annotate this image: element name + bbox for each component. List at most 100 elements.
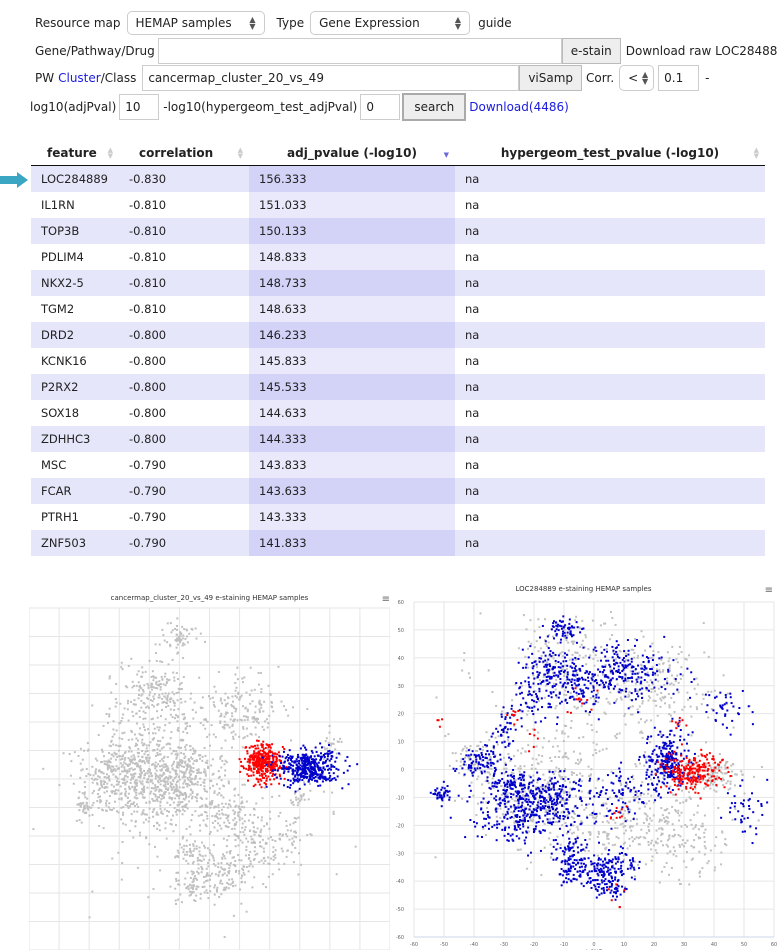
- scatter-point: [555, 628, 558, 631]
- hamburger-menu-icon[interactable]: ≡: [381, 594, 390, 605]
- scatter-point: [558, 767, 561, 770]
- corr-value-input[interactable]: 0.1: [658, 65, 700, 91]
- scatter-point: [587, 765, 590, 768]
- col-adj-pvalue[interactable]: adj_pvalue (-log10) ▼: [249, 141, 455, 166]
- scatter-point: [332, 738, 335, 741]
- hyper-input[interactable]: 0: [360, 94, 401, 120]
- type-select[interactable]: Gene Expression ▲ ▼: [310, 11, 471, 35]
- table-row[interactable]: ZDHHC3 -0.800 144.333 na: [31, 426, 765, 452]
- scatter-point: [572, 640, 575, 643]
- scatter-point: [157, 729, 160, 732]
- table-row[interactable]: PTRH1 -0.790 143.333 na: [31, 504, 765, 530]
- scatter-point: [134, 825, 137, 828]
- gene-input[interactable]: [157, 38, 562, 64]
- scatter-point: [601, 821, 604, 824]
- scatter-point: [278, 767, 281, 770]
- scatter-point: [180, 765, 183, 768]
- scatter-point: [328, 777, 331, 780]
- scatter-point: [569, 726, 572, 729]
- adjpval-input[interactable]: 10: [119, 94, 160, 120]
- scatter-point: [496, 802, 499, 805]
- guide-link[interactable]: guide: [478, 16, 512, 30]
- scatter-point: [575, 691, 578, 694]
- scatter-point: [620, 797, 623, 800]
- scatter-point: [235, 821, 238, 824]
- table-row[interactable]: KCNK16 -0.800 145.833 na: [31, 348, 765, 374]
- table-row[interactable]: PDLIM4 -0.810 148.833 na: [31, 244, 765, 270]
- scatter-point: [626, 664, 629, 667]
- table-row[interactable]: LOC284889 -0.830 156.333 na: [31, 165, 765, 192]
- scatter-point: [589, 774, 592, 777]
- scatter-point: [189, 793, 192, 796]
- scatter-point: [622, 665, 625, 668]
- download-raw-link[interactable]: Download raw LOC284889: [625, 44, 777, 58]
- scatter-point: [143, 684, 146, 687]
- scatter-point: [297, 873, 300, 876]
- scatter-point: [523, 821, 526, 824]
- cluster-input[interactable]: cancermap_cluster_20_vs_49: [142, 65, 520, 91]
- col-hypergeom[interactable]: hypergeom_test_pvalue (-log10) ▲ ▼: [455, 141, 765, 166]
- scatter-point: [670, 682, 673, 685]
- scatter-point: [546, 663, 549, 666]
- scatter-point: [705, 779, 708, 782]
- scatter-point: [531, 764, 534, 767]
- scatter-point: [710, 766, 713, 769]
- scatter-point: [147, 686, 150, 689]
- scatter-point: [138, 760, 141, 763]
- download-link[interactable]: Download(4486): [469, 100, 569, 114]
- scatter-point: [294, 769, 297, 772]
- scatter-point: [476, 802, 479, 805]
- scatter-point: [234, 689, 237, 692]
- scatter-point: [336, 740, 339, 743]
- scatter-point: [69, 774, 72, 777]
- scatter-point: [575, 672, 578, 675]
- resource-map-select[interactable]: HEMAP samples ▲ ▼: [126, 11, 265, 35]
- scatter-point: [266, 744, 269, 747]
- table-row[interactable]: DRD2 -0.800 146.233 na: [31, 322, 765, 348]
- table-row[interactable]: IL1RN -0.810 151.033 na: [31, 192, 765, 218]
- scatter-point: [609, 670, 612, 673]
- scatter-point: [259, 758, 262, 761]
- table-row[interactable]: NKX2-5 -0.810 148.733 na: [31, 270, 765, 296]
- table-row[interactable]: TGM2 -0.810 148.633 na: [31, 296, 765, 322]
- scatter-point: [324, 748, 327, 751]
- scatter-point: [177, 708, 180, 711]
- table-row[interactable]: MSC -0.790 143.833 na: [31, 452, 765, 478]
- scatter-point: [504, 712, 507, 715]
- visamp-button[interactable]: viSamp: [519, 65, 583, 91]
- scatter-point: [550, 696, 553, 699]
- scatter-point: [483, 771, 486, 774]
- scatter-point: [130, 819, 133, 822]
- scatter-point: [107, 759, 110, 762]
- scatter-point: [507, 738, 510, 741]
- scatter-point: [677, 652, 680, 655]
- scatter-point: [229, 718, 232, 721]
- scatter-point: [656, 693, 659, 696]
- scatter-point: [221, 726, 224, 729]
- search-button[interactable]: search: [402, 93, 467, 121]
- col-feature[interactable]: feature ▲ ▼: [31, 141, 119, 166]
- scatter-point: [621, 658, 624, 661]
- scatter-point: [657, 687, 660, 690]
- scatter-point: [185, 803, 188, 806]
- scatter-point: [512, 817, 515, 820]
- scatter-point: [269, 836, 272, 839]
- scatter-point: [689, 759, 692, 762]
- scatter-point: [614, 735, 617, 738]
- cluster-link[interactable]: Cluster: [58, 71, 101, 85]
- table-row[interactable]: TOP3B -0.810 150.133 na: [31, 218, 765, 244]
- col-correlation[interactable]: correlation ▲ ▼: [119, 141, 249, 166]
- estain-button[interactable]: e-stain: [561, 38, 621, 64]
- table-row[interactable]: SOX18 -0.800 144.633 na: [31, 400, 765, 426]
- scatter-point: [520, 709, 523, 712]
- hamburger-menu-icon[interactable]: ≡: [764, 585, 773, 596]
- scatter-point: [499, 816, 502, 819]
- scatter-point: [221, 812, 224, 815]
- scatter-point: [141, 666, 144, 669]
- table-row[interactable]: P2RX2 -0.800 145.533 na: [31, 374, 765, 400]
- scatter-point: [213, 705, 216, 708]
- table-row[interactable]: ZNF503 -0.790 141.833 na: [31, 530, 765, 556]
- corr-operator-select[interactable]: < ▲ ▼: [619, 65, 655, 91]
- scatter-point: [592, 810, 595, 813]
- table-row[interactable]: FCAR -0.790 143.633 na: [31, 478, 765, 504]
